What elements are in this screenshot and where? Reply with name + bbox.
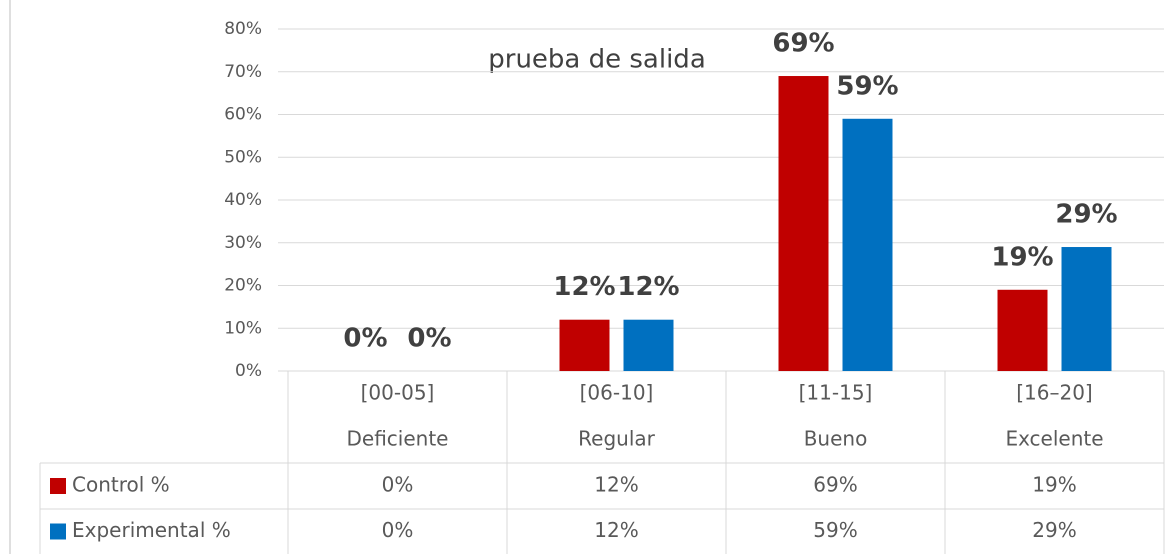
table-cell: 29%	[1032, 518, 1076, 542]
legend-label: Experimental %	[72, 518, 231, 542]
x-tick-label: [16–20]	[1016, 381, 1093, 405]
table-cell: 0%	[382, 518, 414, 542]
x-tick-label: [00-05]	[361, 381, 435, 405]
legend-swatch	[50, 478, 66, 494]
data-label: 12%	[553, 272, 615, 302]
table-cell: 69%	[813, 473, 857, 497]
y-tick-label: 0%	[235, 361, 262, 381]
x-tick-sublabel: Excelente	[1005, 427, 1103, 451]
y-tick-label: 10%	[224, 318, 262, 338]
y-tick-label: 70%	[224, 62, 262, 82]
y-tick-label: 50%	[224, 147, 262, 167]
legend-swatch	[50, 523, 66, 540]
x-tick-sublabel: Regular	[578, 427, 655, 451]
y-tick-label: 80%	[224, 19, 262, 39]
y-tick-label: 30%	[224, 233, 262, 253]
table-cell: 59%	[813, 518, 857, 542]
table-cell: 19%	[1032, 473, 1076, 497]
table-cell: 0%	[382, 473, 414, 497]
data-label: 0%	[343, 324, 387, 354]
data-label: 0%	[407, 324, 451, 354]
bar	[842, 118, 893, 372]
data-label: 12%	[617, 272, 679, 302]
data-label: 29%	[1055, 200, 1117, 230]
y-tick-label: 40%	[224, 190, 262, 210]
table-cell: 12%	[594, 473, 638, 497]
data-label: 19%	[991, 242, 1053, 272]
data-label: 59%	[836, 71, 898, 101]
bar	[997, 289, 1048, 371]
data-label: 69%	[772, 29, 834, 59]
bar	[778, 76, 829, 372]
x-tick-label: [11-15]	[799, 381, 873, 405]
chart-title: prueba de salida	[488, 45, 706, 75]
x-tick-sublabel: Deficiente	[347, 427, 449, 451]
y-tick-label: 60%	[224, 105, 262, 125]
legend-label: Control %	[72, 473, 170, 497]
y-tick-label: 20%	[224, 276, 262, 296]
bar	[623, 319, 674, 371]
bar	[1061, 247, 1112, 371]
x-tick-label: [06-10]	[580, 381, 654, 405]
x-tick-sublabel: Bueno	[804, 427, 868, 451]
bar	[559, 319, 610, 371]
table-cell: 12%	[594, 518, 638, 542]
